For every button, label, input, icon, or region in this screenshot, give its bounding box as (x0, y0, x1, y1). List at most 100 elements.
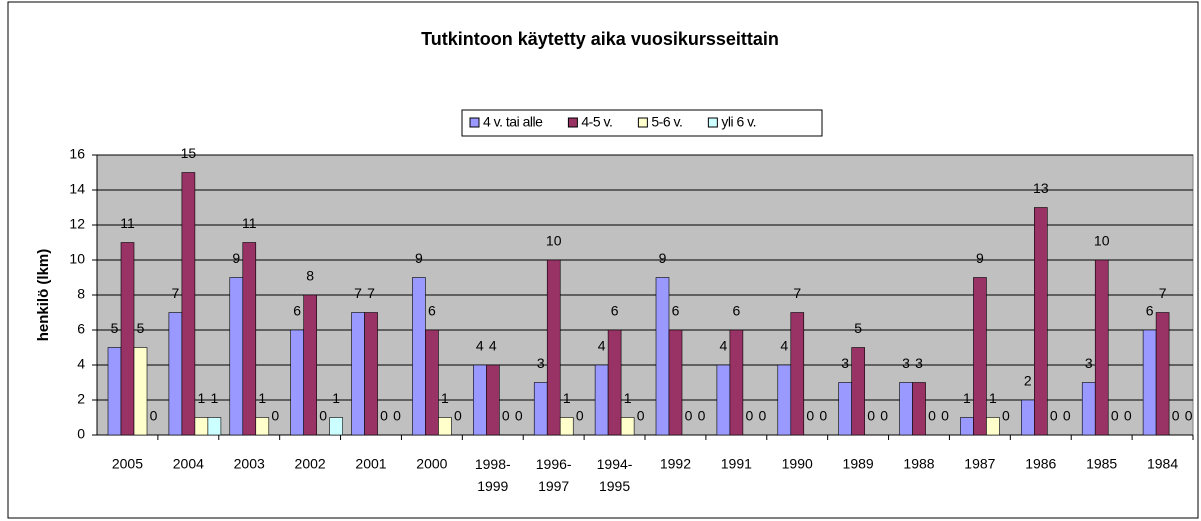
data-label: 5 (137, 320, 145, 336)
data-label: 6 (672, 303, 680, 319)
data-label: 0 (1063, 408, 1071, 424)
y-tick-label: 2 (77, 391, 85, 407)
data-label: 0 (1050, 408, 1058, 424)
bar (207, 417, 222, 436)
bar (412, 277, 426, 436)
data-label: 0 (319, 408, 327, 424)
x-tick-label: 2000 (416, 456, 447, 472)
bar (364, 312, 378, 436)
legend-label: 4 v. tai alle (483, 114, 543, 130)
data-label: 3 (841, 355, 849, 371)
bar (1142, 329, 1157, 436)
data-label: 3 (915, 355, 923, 371)
data-label: 0 (1172, 408, 1180, 424)
data-label: 0 (819, 408, 827, 424)
data-label: 0 (502, 408, 510, 424)
data-label: 0 (1185, 408, 1193, 424)
bar (546, 259, 561, 436)
data-label: 5 (854, 320, 862, 336)
legend-swatch (707, 117, 718, 128)
y-tick-label: 14 (69, 181, 85, 197)
chart-title: Tutkintoon käytetty aika vuosikursseitta… (421, 29, 779, 49)
bar (120, 242, 135, 436)
data-label: 6 (732, 303, 740, 319)
x-tick-label: 1990 (782, 456, 813, 472)
bar (607, 329, 622, 436)
data-label: 15 (181, 145, 197, 161)
data-label: 10 (1094, 233, 1110, 249)
bar (729, 329, 744, 436)
legend-swatch (567, 117, 578, 128)
legend-swatch (469, 117, 480, 128)
y-tick-label: 0 (77, 426, 85, 442)
data-label: 2 (1024, 373, 1032, 389)
bar (303, 294, 317, 436)
x-tick-label: 1985 (1086, 456, 1117, 472)
data-label: 0 (1002, 408, 1010, 424)
bar (986, 417, 1000, 436)
data-label: 1 (258, 390, 266, 406)
data-label: 1 (441, 390, 449, 406)
x-tick-label: 2004 (173, 456, 204, 472)
x-tick-label: 2003 (234, 456, 265, 472)
data-label: 7 (367, 285, 375, 301)
data-label: 0 (1111, 408, 1119, 424)
bar (1021, 399, 1035, 436)
bar (425, 329, 439, 436)
data-label: 13 (1033, 180, 1049, 196)
bar (1081, 382, 1096, 436)
bar (290, 329, 304, 436)
bar (329, 417, 343, 436)
bar (838, 382, 852, 436)
y-tick-label: 16 (69, 146, 85, 162)
data-label: 0 (806, 408, 814, 424)
data-label: 0 (880, 408, 888, 424)
bar (168, 312, 183, 436)
data-label: 7 (171, 285, 179, 301)
data-label: 1 (963, 390, 971, 406)
bar (594, 364, 609, 436)
data-label: 1 (332, 390, 340, 406)
data-label: 11 (120, 215, 135, 231)
x-tick-label: 1984 (1147, 456, 1178, 472)
data-label: 6 (293, 303, 301, 319)
legend-label: 5-6 v. (651, 114, 682, 130)
legend-label: yli 6 v. (721, 114, 756, 130)
data-label: 10 (546, 233, 562, 249)
data-label: 1 (989, 390, 997, 406)
bar (655, 277, 670, 436)
data-label: 3 (1085, 355, 1093, 371)
bar (533, 382, 548, 436)
bar (716, 364, 731, 436)
x-tick-label: 1988 (903, 456, 934, 472)
legend-swatch (637, 117, 648, 128)
data-label: 9 (976, 250, 984, 266)
data-label: 0 (380, 408, 388, 424)
data-label: 0 (515, 408, 523, 424)
bar (133, 347, 148, 436)
bar (668, 329, 683, 436)
data-label: 4 (719, 338, 727, 354)
data-label: 6 (611, 303, 619, 319)
data-label: 1 (624, 390, 632, 406)
data-label: 9 (415, 250, 423, 266)
data-label: 1 (210, 390, 218, 406)
data-label: 0 (685, 408, 693, 424)
data-label: 8 (306, 268, 314, 284)
data-label: 7 (1159, 285, 1167, 301)
bar (351, 312, 365, 436)
data-label: 5 (111, 320, 119, 336)
data-label: 4 (476, 338, 484, 354)
bar (620, 417, 635, 436)
y-tick-label: 4 (77, 356, 85, 372)
bar (790, 312, 805, 436)
data-label: 4 (780, 338, 788, 354)
bar (181, 172, 196, 436)
x-tick-label: 1991 (721, 456, 752, 472)
data-label: 0 (271, 408, 279, 424)
data-label: 11 (242, 215, 257, 231)
x-tick-label: 1996-1997 (536, 456, 572, 494)
bar (912, 382, 926, 436)
legend-label: 4-5 v. (581, 114, 612, 130)
